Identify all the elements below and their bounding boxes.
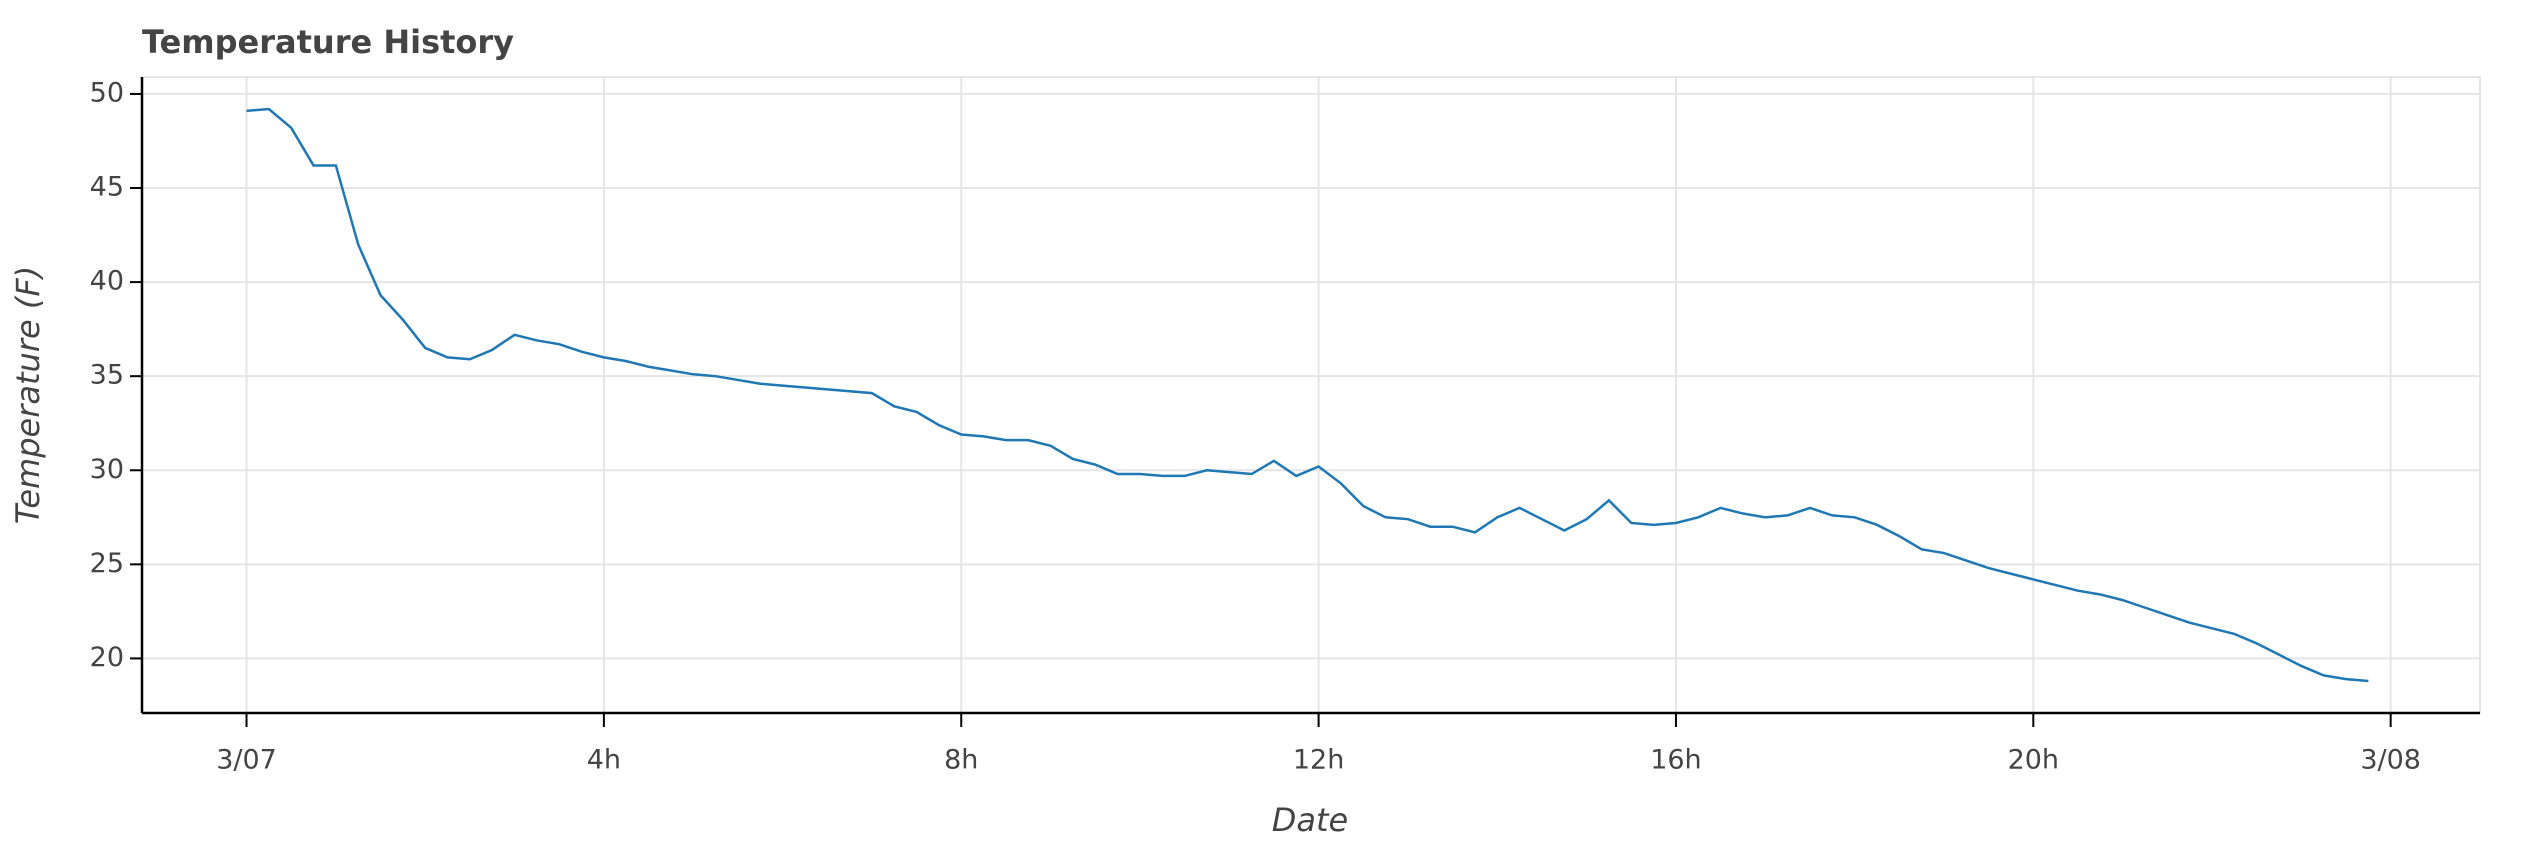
y-tick-label: 30 (90, 454, 124, 485)
y-tick-label: 50 (90, 77, 124, 108)
plot-frame (141, 76, 2481, 714)
x-tick-label: 16h (1650, 745, 1701, 776)
y-tick-label: 40 (90, 266, 124, 297)
x-tick-label: 8h (944, 745, 978, 776)
x-tick-label: 12h (1293, 745, 1344, 776)
y-tick-label: 20 (90, 642, 124, 673)
x-tick-label: 4h (587, 745, 621, 776)
x-axis-label: Date (1272, 801, 1348, 839)
data-line (246, 107, 2369, 683)
chart-title: Temperature History (142, 23, 514, 61)
y-tick-label: 25 (90, 548, 124, 579)
x-tick-label: 3/07 (216, 745, 277, 776)
x-tick-label: 20h (2008, 745, 2059, 776)
y-tick-label: 35 (90, 360, 124, 391)
x-tick-label: 3/08 (2360, 745, 2421, 776)
y-tick-label: 45 (90, 172, 124, 203)
y-axis-label: Temperature (F) (9, 266, 47, 524)
